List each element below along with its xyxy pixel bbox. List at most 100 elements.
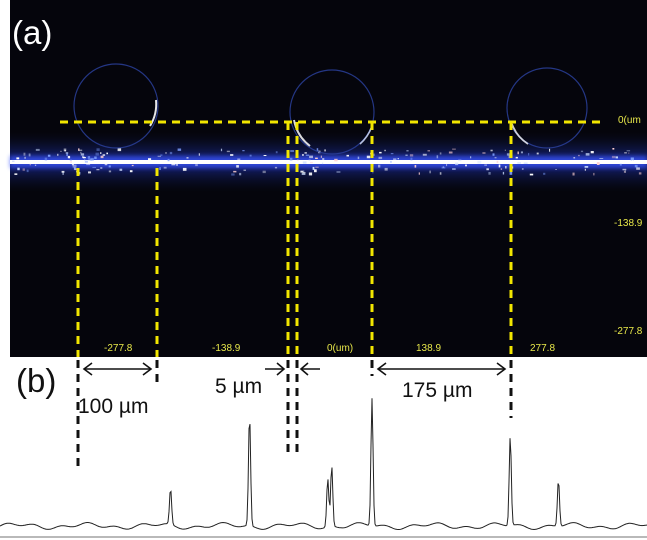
x-tick-label-4: 277.8 bbox=[530, 343, 555, 354]
speckle-dot bbox=[405, 154, 408, 156]
speckle-dot bbox=[35, 148, 40, 151]
speckle-dot bbox=[249, 154, 252, 157]
speckle-dot bbox=[626, 150, 631, 152]
speckle-dot bbox=[165, 152, 167, 154]
speckle-dot bbox=[496, 160, 499, 163]
speckle-dot bbox=[448, 151, 453, 154]
speckle-dot bbox=[163, 166, 167, 169]
speckle-dot bbox=[596, 162, 600, 165]
speckle-dot bbox=[634, 164, 638, 168]
speckle-dot bbox=[160, 154, 163, 156]
speckle-dot bbox=[157, 155, 161, 157]
speckle-dot bbox=[167, 158, 170, 162]
speckle-dot bbox=[62, 172, 64, 175]
speckle-dot bbox=[482, 152, 486, 154]
speckle-dot bbox=[572, 172, 575, 176]
speckle-dot bbox=[618, 161, 620, 164]
speckle-dot bbox=[517, 162, 521, 164]
speckle-dot bbox=[309, 155, 313, 159]
speckle-dot bbox=[312, 166, 315, 170]
speckle-dot bbox=[309, 161, 313, 164]
x-tick-label-3: 138.9 bbox=[416, 343, 441, 354]
speckle-dot bbox=[622, 168, 627, 171]
speckle-dot bbox=[436, 155, 439, 159]
speckle-dot bbox=[384, 149, 386, 152]
speckle-dot bbox=[169, 151, 173, 155]
speckle-dot bbox=[263, 155, 267, 156]
speckle-dot bbox=[426, 161, 431, 163]
speckle-dot bbox=[100, 167, 103, 169]
speckle-dot bbox=[70, 160, 72, 163]
speckle-dot bbox=[378, 156, 383, 159]
panel-a-image: 0(um -138.9 -277.8 -277.8 -138.9 0(um) 1… bbox=[10, 0, 647, 357]
speckle-dot bbox=[315, 157, 318, 159]
speckle-dot bbox=[439, 172, 442, 175]
speckle-dot bbox=[262, 170, 266, 174]
speckle-dot bbox=[346, 154, 349, 157]
speckle-dot bbox=[148, 158, 152, 161]
speckle-dot bbox=[357, 156, 360, 160]
speckle-dot bbox=[82, 157, 86, 159]
speckle-dot bbox=[29, 163, 31, 166]
speckle-dot bbox=[517, 151, 519, 155]
y-tick-label-1: -138.9 bbox=[614, 218, 643, 229]
speckle-dot bbox=[302, 172, 306, 174]
speckle-dot bbox=[68, 157, 70, 159]
speckle-dot bbox=[302, 161, 307, 164]
yellow-guide-lines bbox=[76, 122, 513, 357]
speckle-dot bbox=[305, 154, 310, 156]
speckle-dot bbox=[397, 158, 399, 160]
speckle-dot bbox=[236, 165, 239, 168]
speckle-dot bbox=[301, 173, 306, 175]
annotation-100um: 100 µm bbox=[78, 395, 148, 418]
speckle-dot bbox=[17, 167, 20, 171]
arrow-100um-head-right bbox=[142, 362, 153, 376]
speckle-dot bbox=[366, 160, 368, 162]
speckle-dot bbox=[84, 159, 86, 161]
speckle-dot bbox=[131, 164, 134, 167]
speckle-dot bbox=[573, 157, 576, 159]
speckle-dot bbox=[117, 148, 122, 152]
speckle-dot bbox=[88, 159, 93, 161]
ring-left-bright-arc bbox=[149, 99, 158, 127]
speckle-dot bbox=[324, 149, 326, 152]
y-tick-label-0: 0(um bbox=[618, 115, 641, 126]
speckle-dot bbox=[231, 173, 235, 176]
panel-a-label: (a) bbox=[12, 14, 52, 51]
ring-center bbox=[289, 69, 375, 155]
speckle-dot bbox=[393, 158, 397, 161]
speckle-dot bbox=[16, 157, 20, 160]
speckle-dot bbox=[71, 163, 74, 166]
speckle-dot bbox=[632, 160, 634, 163]
annotation-5um: 5 µm bbox=[215, 375, 262, 398]
speckle-dot bbox=[82, 155, 84, 158]
speckle-dot bbox=[102, 154, 106, 156]
speckle-dot bbox=[584, 168, 586, 171]
reflector-line bbox=[10, 160, 647, 164]
speckle-dot bbox=[465, 164, 467, 167]
speckle-dot bbox=[300, 170, 304, 173]
speckle-dot bbox=[615, 156, 618, 159]
speckle-dot bbox=[624, 152, 627, 154]
speckle-dot bbox=[14, 173, 18, 175]
speckle-dot bbox=[159, 167, 161, 170]
speckle-dot bbox=[372, 171, 374, 174]
speckle-dot bbox=[230, 154, 234, 156]
speckle-dot bbox=[521, 168, 524, 170]
speckle-dot bbox=[612, 148, 615, 150]
speckle-dot bbox=[590, 151, 594, 154]
speckle-dot bbox=[321, 162, 324, 165]
speckle-dot bbox=[536, 152, 539, 155]
speckle-dot bbox=[578, 154, 580, 157]
speckle-dot bbox=[23, 152, 26, 156]
speckle-dot bbox=[593, 172, 595, 176]
speckle-dot bbox=[108, 165, 111, 168]
speckle-dot bbox=[289, 157, 293, 161]
speckle-dot bbox=[410, 157, 413, 161]
speckle-dot bbox=[60, 150, 62, 152]
arrow-175um-head-left bbox=[376, 362, 387, 376]
speckle-dot bbox=[96, 169, 100, 171]
speckle-dot bbox=[477, 160, 482, 164]
speckle-dot bbox=[624, 170, 626, 173]
speckle-dot bbox=[446, 163, 448, 167]
